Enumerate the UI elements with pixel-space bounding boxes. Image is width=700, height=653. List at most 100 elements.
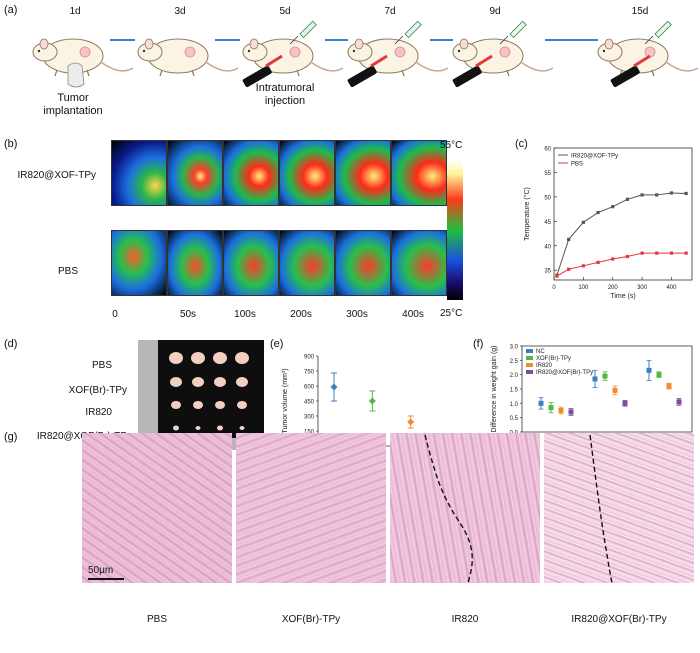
syringe-icon <box>644 20 672 45</box>
he-label-ir820: IR820 <box>451 614 479 625</box>
y-tick-label: 900 <box>304 355 315 361</box>
y-tick-label: 50 <box>544 195 551 201</box>
scale-bar <box>88 578 124 580</box>
y-tick-label: 300 <box>304 415 315 421</box>
day-label-5d: 5d <box>279 6 291 17</box>
day-label-1d: 1d <box>69 6 81 17</box>
data-point <box>330 383 338 391</box>
data-point <box>669 251 674 255</box>
data-point <box>625 197 630 201</box>
thermal-image <box>111 230 167 296</box>
syringe-icon <box>499 20 527 45</box>
thermal-image <box>167 140 223 206</box>
data-point <box>611 205 615 209</box>
thermal-image <box>391 230 447 296</box>
tumor-photo <box>138 340 264 450</box>
he-label-xof: XOF(Br)-TPy <box>281 614 341 625</box>
time-label-0: 0 <box>112 309 118 320</box>
syringe-icon <box>289 20 317 45</box>
x-tick-label: 100 <box>578 285 589 291</box>
thermal-image <box>391 140 447 206</box>
data-point <box>555 274 559 278</box>
he-label-combo: IR820@XOF(Br)-TPy <box>571 614 667 625</box>
time-label-300s: 300s <box>346 309 368 320</box>
thermal-image <box>335 140 391 206</box>
weight-gain-chart: 0.00.51.01.52.02.53.05d10d15dDifference … <box>491 345 693 443</box>
x-tick-label: 300 <box>637 285 648 291</box>
y-tick-label: 0.5 <box>510 416 519 422</box>
time-label-50s: 50s <box>179 309 197 320</box>
rat-day-1 <box>32 38 134 77</box>
data-point <box>602 373 608 379</box>
y-tick-label: 55 <box>544 171 551 177</box>
x-tick-label: 0 <box>552 285 556 291</box>
data-point <box>655 193 659 197</box>
data-point <box>611 257 615 261</box>
thermal-row-label-ir820: IR820@XOF-TPy <box>17 170 96 181</box>
photo-row-label-pbs: PBS <box>91 360 112 371</box>
y-tick-label: 2.0 <box>510 373 519 379</box>
data-point <box>596 260 600 264</box>
thermal-row-label-pbs: PBS <box>57 266 78 277</box>
day-label-7d: 7d <box>384 6 396 17</box>
glove-icon <box>67 62 85 88</box>
y-tick-label: 750 <box>304 370 315 376</box>
legend-label: NC <box>536 349 545 355</box>
rat-day-3 <box>137 38 239 77</box>
data-point <box>684 251 688 255</box>
legend-label: PBS <box>571 162 583 168</box>
thermal-image <box>223 140 279 206</box>
y-tick-label: 1.5 <box>510 388 519 394</box>
thermal-image <box>279 230 335 296</box>
timeline-illustration <box>32 20 699 90</box>
day-label-9d: 9d <box>489 6 501 17</box>
y-tick-label: 2.5 <box>510 359 519 365</box>
y-tick-label: 150 <box>304 430 315 436</box>
legend-label: IR820@XOF(Br)-TPy <box>536 370 593 376</box>
syringe-icon <box>394 20 422 45</box>
rat-day-7 <box>347 38 449 77</box>
he-image-ir820 <box>390 433 540 583</box>
y-axis-label: Tumor volume (mm³) <box>282 368 289 433</box>
he-image-combo <box>544 433 694 583</box>
temperature-colorbar <box>447 160 463 300</box>
data-point <box>368 397 376 405</box>
time-label-200s: 200s <box>290 309 312 320</box>
y-tick-label: 600 <box>304 385 315 391</box>
he-image-xof <box>236 433 386 583</box>
series-line <box>556 192 687 276</box>
y-tick-label: 1.0 <box>510 402 519 408</box>
plot-frame <box>553 147 693 281</box>
data-point <box>640 193 644 197</box>
data-point <box>666 383 672 389</box>
y-tick-label: 450 <box>304 400 315 406</box>
temperature-chart: 35 40 45 50 55 60 0 100 200 300 400 Time (s) Tempera… <box>523 147 693 300</box>
day-label-3d: 3d <box>174 6 186 17</box>
scale-max-label: 55°C <box>440 140 463 151</box>
data-point <box>581 220 585 224</box>
y-tick-label: 40 <box>544 244 551 250</box>
data-point <box>592 376 598 382</box>
data-point <box>655 251 659 255</box>
rat-day-9 <box>452 38 554 77</box>
data-point <box>656 372 662 378</box>
data-point <box>612 387 618 393</box>
y-tick-label: 45 <box>544 220 551 226</box>
he-image-pbs <box>82 433 232 583</box>
panel-label-e: (e) <box>270 338 284 350</box>
tumor-implantation-label: Tumor implantation <box>43 92 103 117</box>
panel-label-a: (a) <box>4 4 18 16</box>
panel-label-c: (c) <box>515 138 528 150</box>
data-point <box>640 251 644 255</box>
y-tick-label: 3.0 <box>510 345 519 351</box>
panel-label-d: (d) <box>4 338 18 350</box>
rat-day-5 <box>242 38 344 77</box>
legend-swatch <box>526 370 533 374</box>
scale-bar-label: 50μm <box>88 565 114 576</box>
x-tick-label: 200 <box>608 285 619 291</box>
y-axis-label: Temperature (°C) <box>523 187 531 241</box>
data-point <box>568 409 574 415</box>
panel-label-g: (g) <box>4 431 18 443</box>
photo-row-label-ir820: IR820 <box>85 407 112 418</box>
legend-swatch <box>526 363 533 367</box>
